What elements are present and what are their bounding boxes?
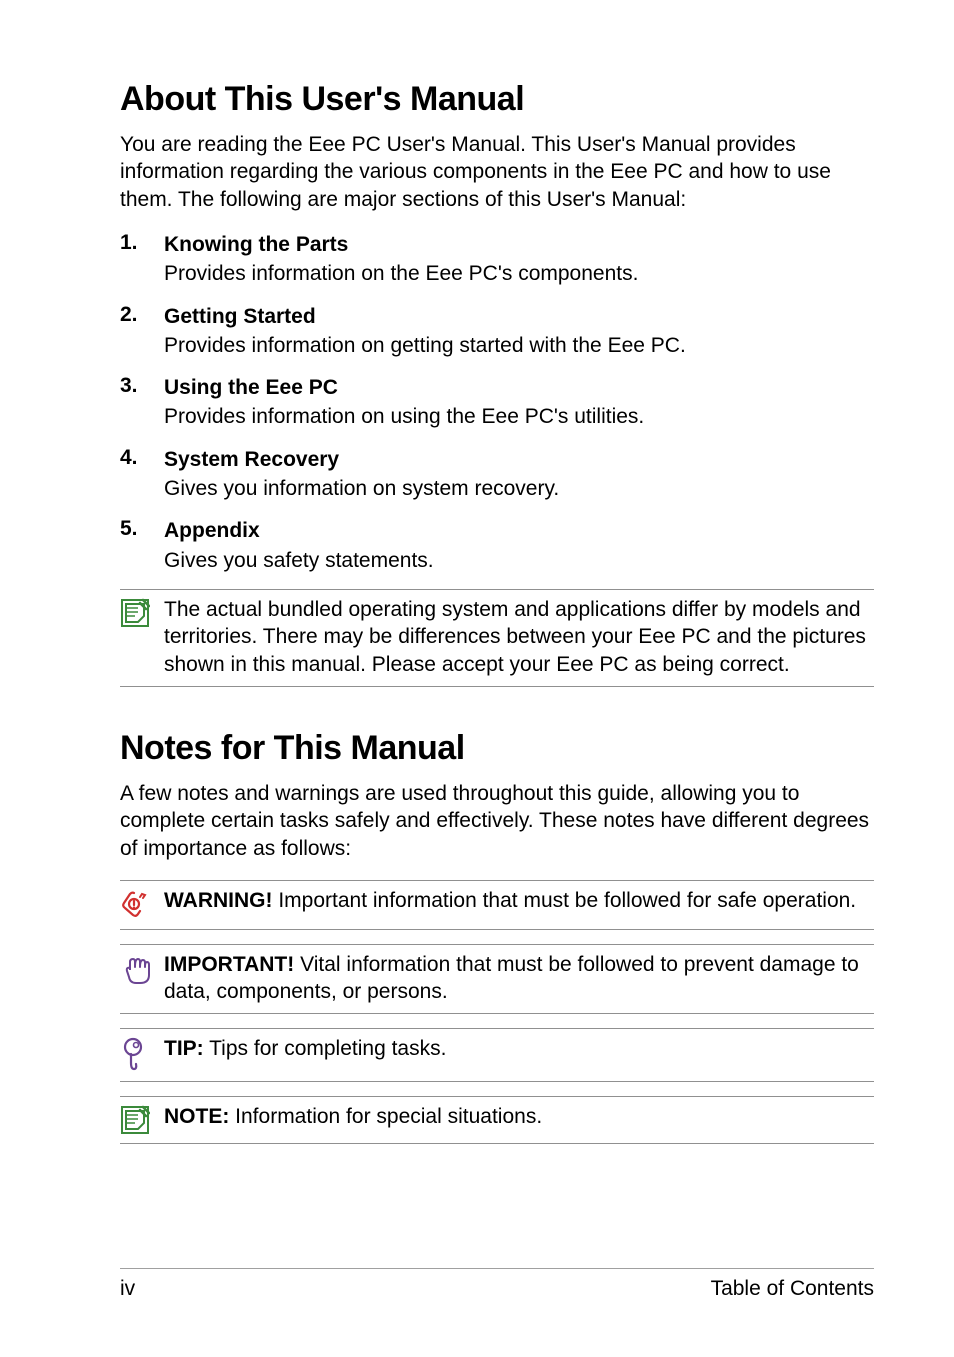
footer-section: Table of Contents (711, 1277, 874, 1301)
item-body: Gives you safety statements. (164, 547, 874, 575)
heading-notes: Notes for This Manual (120, 729, 874, 768)
list-item: 2. Getting Started Provides information … (120, 303, 874, 361)
item-title: Appendix (164, 517, 874, 544)
item-body: Gives you information on system recovery… (164, 475, 874, 503)
sections-list: 1. Knowing the Parts Provides informatio… (120, 231, 874, 575)
heading-about: About This User's Manual (120, 80, 874, 119)
page-number: iv (120, 1277, 135, 1301)
list-item: 4. System Recovery Gives you information… (120, 446, 874, 504)
important-callout: IMPORTANT! Vital information that must b… (120, 944, 874, 1015)
callout-text: TIP: Tips for completing tasks. (164, 1035, 874, 1062)
note-icon (120, 1103, 164, 1135)
list-item: 3. Using the Eee PC Provides information… (120, 374, 874, 432)
tip-icon (120, 1035, 164, 1073)
tip-callout: TIP: Tips for completing tasks. (120, 1028, 874, 1082)
item-number: 4. (120, 446, 164, 504)
list-item: 1. Knowing the Parts Provides informatio… (120, 231, 874, 289)
item-title: Getting Started (164, 303, 874, 330)
important-icon (120, 951, 164, 987)
callout-text: NOTE: Information for special situations… (164, 1103, 874, 1130)
notes-intro: A few notes and warnings are used throug… (120, 780, 874, 862)
item-number: 3. (120, 374, 164, 432)
note-callout: The actual bundled operating system and … (120, 589, 874, 687)
warning-callout: WARNING! Important information that must… (120, 880, 874, 930)
item-title: Using the Eee PC (164, 374, 874, 401)
item-title: System Recovery (164, 446, 874, 473)
page-footer: iv Table of Contents (120, 1268, 874, 1301)
warning-icon (120, 887, 164, 921)
note-icon (120, 596, 164, 628)
item-title: Knowing the Parts (164, 231, 874, 258)
item-number: 1. (120, 231, 164, 289)
item-body: Provides information on getting started … (164, 332, 874, 360)
item-number: 2. (120, 303, 164, 361)
note-text: The actual bundled operating system and … (164, 596, 874, 678)
callout-text: IMPORTANT! Vital information that must b… (164, 951, 874, 1006)
about-intro: You are reading the Eee PC User's Manual… (120, 131, 874, 213)
item-number: 5. (120, 517, 164, 575)
item-body: Provides information on using the Eee PC… (164, 403, 874, 431)
callout-text: WARNING! Important information that must… (164, 887, 874, 914)
item-body: Provides information on the Eee PC's com… (164, 260, 874, 288)
note-callout: NOTE: Information for special situations… (120, 1096, 874, 1144)
list-item: 5. Appendix Gives you safety statements. (120, 517, 874, 575)
